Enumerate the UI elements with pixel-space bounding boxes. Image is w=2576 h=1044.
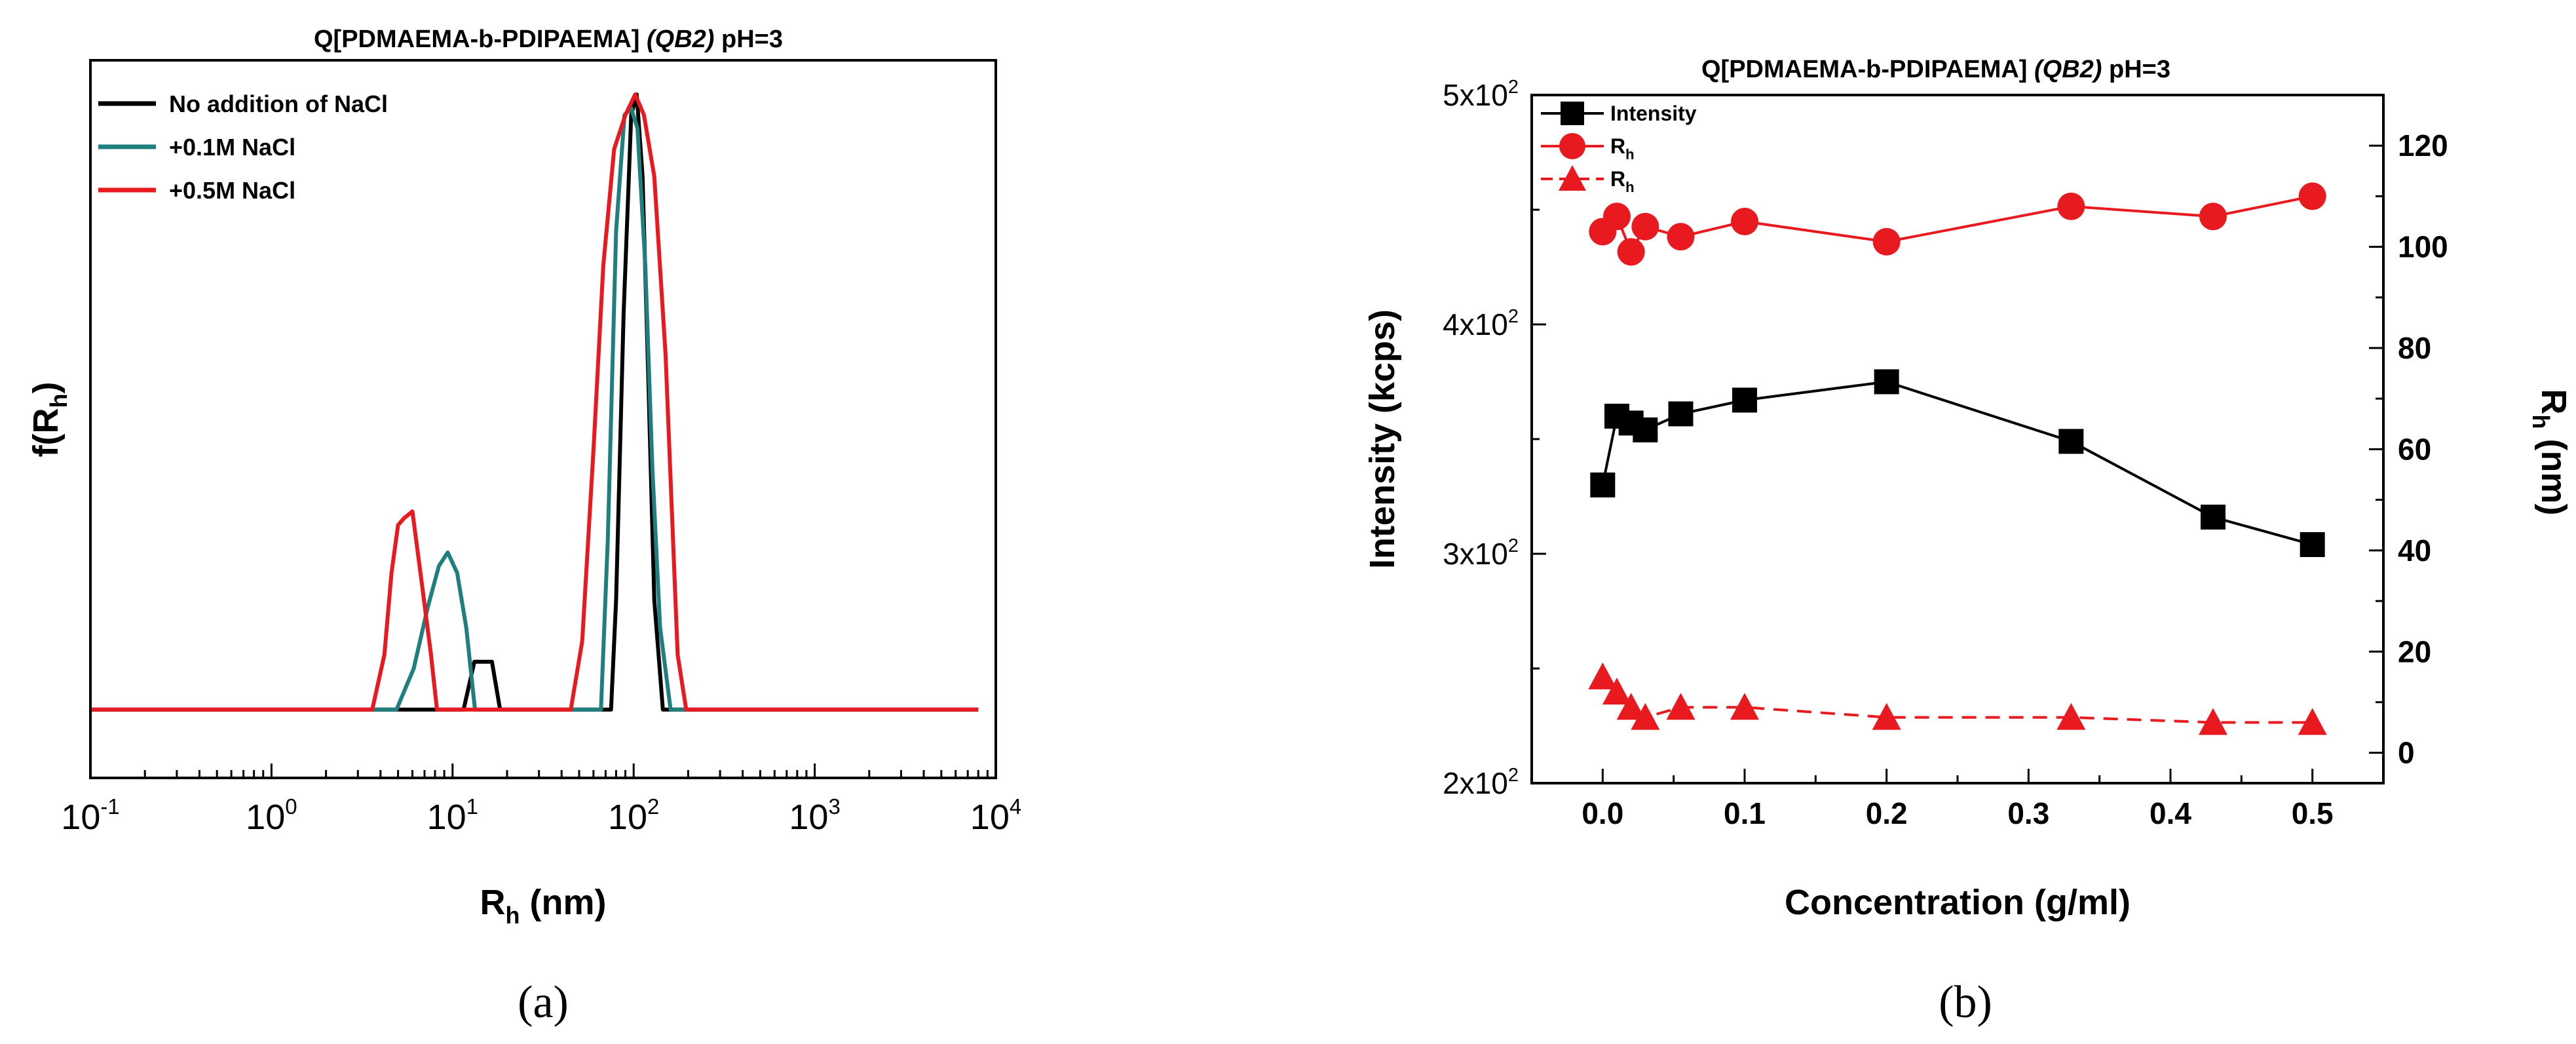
panel-a-x-tick-labels: 10-1 100 101 102 103 104 xyxy=(61,794,1021,837)
panel-b-marker-circle xyxy=(2199,203,2227,231)
panel-b-title: Q[PDMAEMA-b-PDIPAEMA] (QB2) pH=3 xyxy=(1701,56,2170,83)
panel-a-series-line-1 xyxy=(90,92,979,712)
panel-b-plot-area xyxy=(1588,182,2327,735)
panel-a-series-line-3 xyxy=(90,92,979,712)
panel-b-x-tick-label: 0.1 xyxy=(1724,796,1766,830)
panel-a-x-tick-label: 10-1 xyxy=(61,794,119,837)
panel-b-legend-label-2: Rh xyxy=(1610,134,1635,163)
panel-a-legend-label-2: +0.1M NaCl xyxy=(169,134,295,161)
panel-b-marker-triangle xyxy=(2298,708,2327,735)
panel-b-tick-labels: 0.0 0.1 0.2 0.3 0.4 0.5 2x102 3x102 4x102 5x102 0 2… xyxy=(1443,77,2448,830)
panel-b-marker-triangle xyxy=(1872,703,1901,730)
panel-b-marker-circle xyxy=(1872,227,1901,256)
panel-b-legend-label-1: Intensity xyxy=(1610,102,1697,125)
panel-a-label: (a) xyxy=(518,977,569,1028)
panel-b-marker-circle xyxy=(1667,223,1695,251)
panel-b-x-tick-label: 0.4 xyxy=(2150,796,2191,830)
panel-b-y2-tick-label: 0 xyxy=(2398,736,2415,770)
panel-b-marker-circle xyxy=(2057,192,2085,220)
panel-b-marker-triangle xyxy=(1631,703,1660,730)
panel-b-y-tick-label: 4x102 xyxy=(1443,306,1519,341)
panel-b-marker-triangle xyxy=(1730,693,1759,720)
panel-b-legend-marker-2 xyxy=(1559,133,1585,159)
panel-b-marker-square xyxy=(2300,532,2325,557)
panel-a-title: Q[PDMAEMA-b-PDIPAEMA] (QB2) pH=3 xyxy=(314,26,783,53)
panel-b-marker-triangle xyxy=(1666,693,1695,720)
panel-b-marker-square xyxy=(1874,369,1899,395)
panel-a-x-tick-label: 100 xyxy=(246,794,297,837)
panel-a-x-axis-label: Rh (nm) xyxy=(480,883,607,929)
panel-b-marker-circle xyxy=(2298,182,2326,210)
panel-b-marker-triangle xyxy=(1588,662,1618,689)
panel-b-marker-square xyxy=(2058,429,2084,454)
panel-b-y-tick-label: 3x102 xyxy=(1443,535,1519,571)
panel-a-x-tick-label: 103 xyxy=(789,794,840,837)
panel-b-y2-tick-label: 120 xyxy=(2398,128,2448,163)
panel-a-chart: Q[PDMAEMA-b-PDIPAEMA] (QB2) pH=3 10-1 100… xyxy=(26,26,1021,929)
panel-a-x-tick-label: 101 xyxy=(427,794,478,837)
panel-b-x-tick-label: 0.3 xyxy=(2007,796,2049,830)
panel-b-x-tick-label: 0.2 xyxy=(1866,796,1908,830)
panel-a-plot-frame xyxy=(89,59,997,779)
panel-b-y-axis-label: Intensity (kcps) xyxy=(1363,309,1402,569)
panel-b-marker-triangle xyxy=(1616,693,1646,720)
panel-b-x-axis-label: Concentration (g/ml) xyxy=(1785,883,2131,922)
panel-b-y2-tick-label: 100 xyxy=(2398,230,2448,264)
panel-b-marker-triangle xyxy=(2056,703,2086,730)
panel-a-y-axis-label: f(Rh) xyxy=(26,382,72,457)
panel-b-y2-axis-label: Rh (nm) xyxy=(2528,389,2573,516)
panel-b-marker-square xyxy=(1633,417,1658,442)
panel-a-x-ticks xyxy=(89,764,997,778)
panel-a-legend: No addition of NaCl +0.1M NaCl +0.5M NaCl xyxy=(98,90,388,204)
panel-b-label: (b) xyxy=(1939,977,1992,1028)
panel-b-y2-tick-label: 60 xyxy=(2398,432,2431,466)
panel-b-legend-label-3: Rh xyxy=(1610,167,1635,195)
panel-b-legend-marker-3 xyxy=(1559,165,1586,191)
panel-a-legend-label-1: No addition of NaCl xyxy=(169,90,388,117)
panel-b-y2-tick-label: 80 xyxy=(2398,331,2431,365)
panel-b-marker-circle xyxy=(1617,238,1645,266)
panel-b-marker-square xyxy=(1668,401,1694,427)
panel-b-x-tick-label: 0.5 xyxy=(2292,796,2334,830)
panel-b-y2-tick-label: 40 xyxy=(2398,533,2431,568)
panel-b-marker-square xyxy=(1590,473,1616,497)
panel-b-marker-circle xyxy=(1603,203,1631,231)
panel-b-series-line-2 xyxy=(1601,195,2313,255)
panel-b-legend: Intensity Rh Rh xyxy=(1541,102,1697,195)
panel-b-x-tick-label: 0.0 xyxy=(1582,796,1623,830)
panel-b-marker-square xyxy=(2201,505,2226,530)
panel-b-chart: Q[PDMAEMA-b-PDIPAEMA] (QB2) pH=3 0.0 0.1 0… xyxy=(1363,56,2573,922)
panel-a-x-tick-label: 104 xyxy=(970,794,1021,837)
panel-b-y-tick-label: 5x102 xyxy=(1443,77,1519,112)
panel-b-marker-triangle xyxy=(1602,678,1631,705)
panel-a-legend-label-3: +0.5M NaCl xyxy=(169,177,295,204)
panel-a-plot-area xyxy=(90,92,979,712)
panel-b-marker-triangle xyxy=(2199,708,2227,735)
panel-b-marker-circle xyxy=(1631,212,1659,241)
panel-b-marker-circle xyxy=(1731,208,1758,236)
panel-b-legend-marker-1 xyxy=(1561,102,1584,125)
panel-b-y-tick-label: 2x102 xyxy=(1443,765,1519,800)
panel-a-series-line-2 xyxy=(90,106,979,712)
panel-b-y2-tick-label: 20 xyxy=(2398,634,2431,668)
panel-b-marker-square xyxy=(1732,387,1757,413)
panel-a-x-tick-label: 102 xyxy=(608,794,659,837)
panel-b-ticks xyxy=(1530,94,2385,784)
